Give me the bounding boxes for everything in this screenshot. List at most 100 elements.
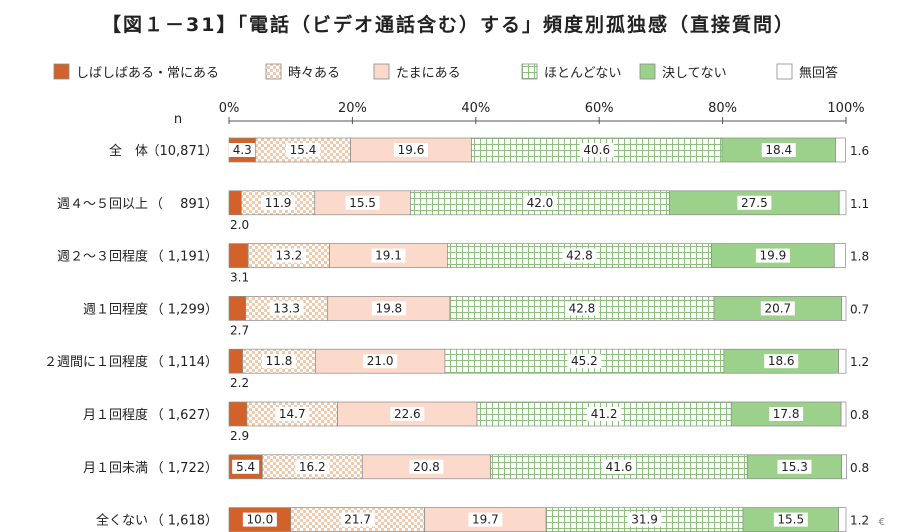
legend-swatch-2 xyxy=(265,63,282,80)
data-label-bg xyxy=(769,407,804,421)
bar-segment xyxy=(228,243,249,268)
bars: 全 体（10,871） 4.3 15.4 19.6 40.6 18.4 1.6 週４～５回以上… xyxy=(44,137,869,532)
data-label-bg xyxy=(764,354,799,369)
data-label-bg xyxy=(394,143,429,157)
data-label: 13.3 xyxy=(273,301,300,315)
bar-segment xyxy=(835,137,846,163)
legend-label-6: 無回答 xyxy=(799,65,838,81)
category-n: （ 1,627） xyxy=(151,408,218,423)
data-label-bg xyxy=(468,512,503,527)
data-label-bg xyxy=(390,407,425,421)
data-label-bg xyxy=(567,354,602,369)
data-label: 16.2 xyxy=(299,460,326,474)
data-label: 19.1 xyxy=(375,249,402,263)
data-label: 21.0 xyxy=(367,354,394,368)
legend-swatch-3 xyxy=(373,63,390,80)
bar-segment xyxy=(228,401,248,427)
category-n: （ 891） xyxy=(150,197,218,212)
bar-segment xyxy=(841,454,847,480)
data-label-bg xyxy=(345,195,380,210)
data-label: 42.8 xyxy=(569,301,596,315)
data-label: 18.4 xyxy=(765,143,792,157)
data-label-bg xyxy=(371,301,406,316)
x-axis: 0% 20% 40% 60% 80% 100% n xyxy=(174,101,865,127)
data-label: 18.6 xyxy=(768,354,795,368)
data-label-bg xyxy=(371,248,406,263)
data-label: 2.0 xyxy=(230,218,249,232)
data-label: 19.9 xyxy=(760,249,787,263)
category-n: （ 1,191） xyxy=(151,250,218,265)
data-label: 14.7 xyxy=(279,407,306,421)
bar-segment xyxy=(228,348,243,374)
legend-label-3: たまにある xyxy=(396,66,461,81)
data-label-bg xyxy=(579,143,614,157)
data-label: 45.2 xyxy=(571,354,598,368)
x-tick-label: 60% xyxy=(585,101,614,116)
category-n: （ 1,299） xyxy=(151,302,218,317)
legend-swatch-4 xyxy=(521,63,538,80)
data-label-bg xyxy=(295,459,330,474)
data-label-bg xyxy=(777,459,812,474)
category-n: （10,871） xyxy=(147,144,219,159)
data-label-bg xyxy=(275,407,310,421)
data-label-bg xyxy=(562,248,597,263)
x-tick-label: 80% xyxy=(708,101,737,116)
category-label: 月１回未満 xyxy=(83,461,148,476)
category-n: （ 1,618） xyxy=(151,514,218,529)
x-tick-label: 0% xyxy=(219,101,240,116)
legend-label-5: 決してない xyxy=(662,66,727,81)
data-label: 42.8 xyxy=(566,249,593,263)
data-label-bg xyxy=(773,512,808,527)
data-label-bg xyxy=(755,248,790,263)
legend-swatch-6 xyxy=(776,63,793,80)
legend-label-2: 時々ある xyxy=(288,66,340,81)
bar-segment xyxy=(841,296,847,321)
data-label: 4.3 xyxy=(233,143,252,157)
data-label: 2.9 xyxy=(230,429,249,443)
data-label: 15.5 xyxy=(777,513,804,527)
bar-segment xyxy=(228,190,242,216)
bar-segment xyxy=(838,190,847,216)
data-label-bg xyxy=(261,354,296,369)
data-label: 41.2 xyxy=(591,407,618,421)
data-label-bg xyxy=(761,143,796,157)
category-label: 週１回程度 xyxy=(83,301,148,317)
data-label-bg xyxy=(261,195,296,210)
data-label: 1.2 xyxy=(850,355,869,369)
x-tick-label: 40% xyxy=(461,101,490,116)
data-label: 31.9 xyxy=(631,513,658,527)
category-label: 週２～３回程度 xyxy=(57,249,148,265)
data-label: 10.0 xyxy=(246,513,273,527)
data-label: 27.5 xyxy=(741,196,768,210)
category-n: （ 1,114） xyxy=(151,355,218,370)
bar-segment xyxy=(833,243,846,268)
footer-mark: € xyxy=(878,517,885,528)
legend-swatch-5 xyxy=(639,63,656,80)
data-label-bg xyxy=(271,248,306,263)
data-label: 1.8 xyxy=(850,250,869,264)
data-label: 1.1 xyxy=(850,197,869,211)
data-label: 0.8 xyxy=(850,408,869,422)
data-label: 0.8 xyxy=(850,461,869,475)
data-label: 2.2 xyxy=(230,376,249,390)
data-label: 20.7 xyxy=(764,301,791,315)
data-label: 2.7 xyxy=(230,323,249,337)
data-label: 15.3 xyxy=(781,460,808,474)
x-tick-label: 20% xyxy=(338,101,367,116)
data-label-bg xyxy=(340,512,375,527)
bar-segment xyxy=(838,348,847,374)
category-label: 全くない xyxy=(96,513,148,529)
data-label-bg xyxy=(760,301,795,316)
data-label: 20.8 xyxy=(413,460,440,474)
data-label: 0.7 xyxy=(850,302,869,316)
data-label: 1.6 xyxy=(850,144,869,158)
data-label: 11.9 xyxy=(265,196,292,210)
n-column-header: n xyxy=(174,112,182,127)
legend-label-1: しばしばある・常にある xyxy=(76,66,219,81)
data-label: 19.7 xyxy=(472,513,499,527)
data-label-bg xyxy=(409,459,444,474)
bar-segment xyxy=(721,137,836,163)
data-label: 42.0 xyxy=(527,196,554,210)
data-label: 17.8 xyxy=(773,407,800,421)
data-label: 41.6 xyxy=(606,460,633,474)
